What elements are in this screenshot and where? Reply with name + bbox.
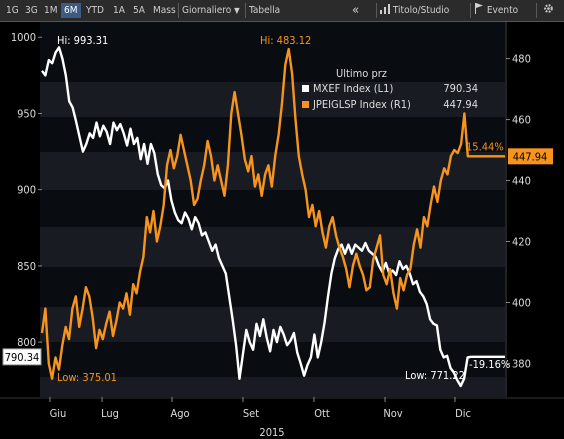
- background-band: [40, 342, 505, 377]
- background-band: [40, 267, 505, 307]
- legend-title: Ultimo prz: [336, 67, 387, 80]
- annotations: Hi: 993.31 Low: 375.01 Hi: 483.12 Low: 771.…: [2, 34, 553, 384]
- legend-value-jpeiglsp: 447.94: [443, 98, 478, 111]
- right-axis-tick-label: 380: [512, 357, 531, 370]
- left-axis-tick-label: 800: [17, 336, 36, 349]
- price-chart: 800 850 900 950 1000 380 400 420 440 460 480 Giu L…: [0, 22, 564, 439]
- series-lines: [40, 46, 505, 388]
- mxef-series-line: [41, 46, 505, 388]
- collapse-icon[interactable]: «: [352, 3, 360, 18]
- jpeiglsp-last-value-tag: [508, 148, 553, 165]
- background-band: [40, 227, 505, 267]
- period-5y-button[interactable]: 5A: [133, 5, 145, 16]
- mxef-last-value-tag: [2, 348, 42, 366]
- right-axis-tick-label: 480: [512, 53, 531, 66]
- mxef-last-value-label: 790.34: [5, 351, 40, 364]
- left-axis-tick-label: 950: [17, 107, 36, 120]
- right-axis-tick-label: 420: [512, 236, 531, 249]
- background-band: [40, 22, 505, 82]
- right-axis-tick-label: 460: [512, 114, 531, 127]
- period-ytd-button[interactable]: YTD: [86, 5, 104, 16]
- left-axis-tick-label: 850: [17, 260, 36, 273]
- legend-item-mxef: MXEF Index (L1): [313, 82, 393, 95]
- x-axis: [0, 397, 564, 439]
- x-axis-year-label: 2015: [259, 426, 284, 439]
- x-axis-tick-label: Set: [243, 407, 259, 420]
- x-axis-tick-label: Ott: [314, 407, 330, 420]
- chevron-down-icon: ▼: [234, 6, 240, 15]
- chart-bars-icon: [380, 4, 390, 14]
- period-6m-button[interactable]: 6M: [61, 3, 81, 18]
- x-axis-tick-label: Dic: [455, 407, 471, 420]
- background-band: [40, 82, 505, 117]
- study-label: Titolo/Studio: [392, 5, 450, 16]
- table-button[interactable]: Tabella: [245, 3, 283, 18]
- chart-toolbar: 1G 3G 1M 6M YTD 1A 5A Mass Giornaliero ▼…: [0, 0, 564, 22]
- frequency-dropdown[interactable]: Giornaliero ▼: [178, 3, 243, 18]
- legend: Ultimo prz MXEF Index (L1) 790.34 JPEIGL…: [302, 67, 478, 111]
- study-button[interactable]: Titolo/Studio: [376, 3, 452, 18]
- settings-button[interactable]: [536, 3, 560, 18]
- x-axis-strip: [0, 397, 564, 439]
- event-button[interactable]: Evento: [470, 3, 521, 18]
- background-band: [40, 117, 505, 152]
- background-band: [40, 377, 505, 397]
- left-low-label: Low: 771.22: [405, 369, 465, 382]
- left-high-label: Hi: 993.31: [57, 34, 108, 47]
- jpeiglsp-last-value-label: 447.94: [513, 150, 548, 163]
- right-axis-tick-label: 400: [512, 296, 531, 309]
- period-1y-button[interactable]: 1A: [113, 5, 125, 16]
- flag-icon: [475, 3, 483, 14]
- period-1d-button[interactable]: 1G: [6, 5, 19, 16]
- frequency-label: Giornaliero: [182, 5, 232, 16]
- right-axis-tick-label: 440: [512, 175, 531, 188]
- right-low-label: Low: 375.01: [57, 371, 117, 384]
- mxef-pct-change-label: -19.16%: [469, 358, 510, 371]
- legend-item-jpeiglsp: JPEIGLSP Index (R1): [312, 98, 411, 111]
- legend-swatch-orange: [302, 101, 309, 108]
- left-axis-tick-label: 1000: [11, 31, 36, 44]
- jpeiglsp-series-line: [40, 47, 505, 380]
- gear-icon: [544, 4, 553, 13]
- x-axis-tick-label: Giu: [50, 407, 67, 420]
- x-axis-tick-label: Lug: [101, 407, 119, 420]
- left-axis-tick-label: 900: [17, 184, 36, 197]
- background-bands: [0, 22, 564, 397]
- period-1m-button[interactable]: 1M: [44, 5, 58, 16]
- legend-swatch-white: [302, 85, 309, 92]
- jpeiglsp-pct-change-label: 15.44%: [466, 140, 504, 153]
- x-axis-tick-label: Nov: [383, 407, 402, 420]
- x-axis-ticks: Giu Lug Ago Set Ott Nov Dic: [49, 397, 471, 420]
- right-high-label: Hi: 483.12: [260, 34, 311, 47]
- right-y-axis: 380 400 420 440 460 480: [505, 22, 531, 397]
- event-label: Evento: [486, 5, 519, 16]
- x-axis-tick-label: Ago: [170, 407, 189, 420]
- period-max-button[interactable]: Mass: [153, 5, 176, 16]
- left-y-axis: 800 850 900 950 1000: [11, 31, 42, 349]
- period-3d-button[interactable]: 3G: [25, 5, 38, 16]
- legend-value-mxef: 790.34: [443, 82, 478, 95]
